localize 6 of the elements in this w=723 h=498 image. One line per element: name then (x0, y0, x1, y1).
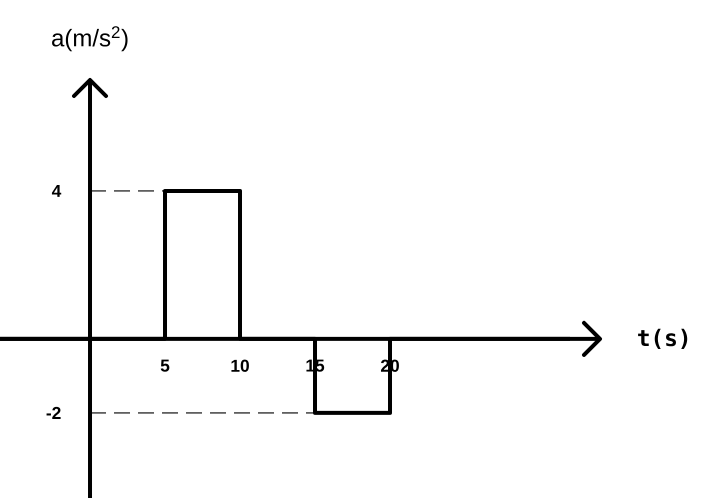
x-tick-label: 5 (160, 360, 170, 372)
y-axis-title: a(m/s$^{2}$) (52, 26, 128, 52)
y-tick-label: 4 (52, 185, 62, 197)
x-tick-label: 10 (231, 360, 249, 372)
x-axis-title: t(s) (638, 328, 688, 349)
y-tick-label: -2 (46, 406, 61, 419)
